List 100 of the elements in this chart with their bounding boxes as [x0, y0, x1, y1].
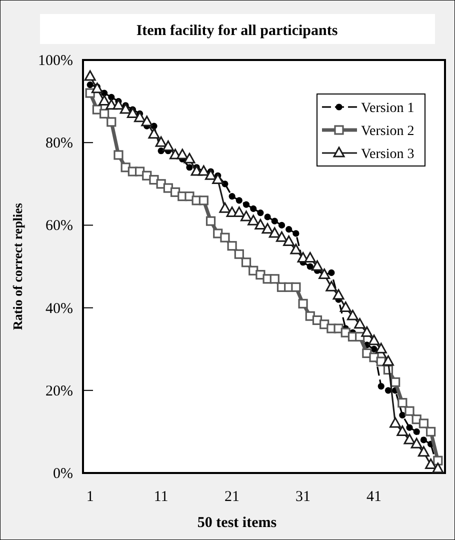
point: [106, 117, 116, 127]
point: [399, 412, 406, 418]
point: [311, 260, 323, 271]
point: [361, 326, 373, 337]
point: [99, 108, 110, 118]
point: [114, 150, 124, 160]
point: [292, 230, 300, 237]
x-axis-title: 50 test items: [197, 515, 277, 531]
point: [233, 206, 245, 218]
point: [390, 417, 402, 428]
point: [420, 436, 428, 444]
point: [375, 342, 387, 354]
point: [328, 269, 335, 276]
y-tick-label: 20%: [46, 383, 73, 400]
point: [228, 192, 236, 200]
point: [186, 164, 193, 171]
point: [340, 302, 352, 312]
point: [262, 223, 274, 234]
point: [86, 81, 94, 88]
x-tick-label: 11: [154, 489, 168, 505]
point: [134, 112, 146, 122]
point: [141, 116, 153, 126]
point: [241, 258, 252, 268]
point: [227, 241, 237, 251]
point: [291, 282, 301, 292]
y-tick-label: 60%: [46, 218, 73, 234]
point: [426, 426, 436, 436]
x-tick-label: 21: [224, 489, 240, 505]
point: [155, 136, 167, 147]
y-tick-label: 0%: [53, 466, 73, 482]
point: [278, 222, 286, 228]
point: [248, 214, 260, 226]
point: [410, 438, 422, 448]
point: [418, 446, 430, 457]
point: [206, 216, 216, 226]
point: [404, 406, 414, 416]
chart-title: Item facility for all participants: [136, 23, 338, 39]
x-tick-label: 31: [296, 489, 311, 505]
point: [368, 334, 380, 346]
point: [346, 310, 358, 320]
point: [98, 95, 110, 106]
point: [413, 428, 420, 435]
y-tick-label: 80%: [46, 136, 73, 152]
legend-label: Version 3: [361, 147, 414, 162]
y-tick-label: 100%: [38, 53, 73, 69]
point: [234, 249, 244, 259]
point: [120, 103, 132, 114]
point: [148, 128, 160, 139]
point: [425, 458, 437, 469]
point: [212, 174, 224, 184]
legend-label: Version 1: [361, 101, 414, 116]
point: [398, 398, 408, 408]
point: [354, 318, 366, 329]
point: [257, 210, 264, 216]
point: [378, 382, 384, 390]
point: [290, 244, 302, 254]
point: [198, 196, 208, 206]
x-tick-label: 1: [86, 489, 94, 505]
point: [283, 235, 295, 246]
x-tick-label: 41: [366, 489, 382, 505]
point: [384, 387, 392, 394]
point: [236, 197, 242, 204]
point: [382, 355, 394, 366]
point: [306, 263, 314, 270]
point: [406, 424, 413, 431]
point: [242, 201, 250, 208]
point: [254, 218, 266, 230]
point: [108, 94, 115, 100]
point: [326, 280, 338, 292]
point: [276, 231, 288, 242]
point: [91, 82, 103, 94]
y-tick-label: 40%: [46, 300, 73, 317]
point: [219, 202, 231, 213]
point: [184, 152, 196, 164]
point: [84, 70, 96, 81]
point: [162, 140, 174, 151]
point: [390, 377, 400, 387]
point: [176, 148, 188, 160]
y-axis-title: Ratio of correct replies: [10, 203, 25, 330]
point: [404, 434, 416, 444]
point: [250, 205, 257, 212]
point: [220, 232, 230, 242]
point: [432, 462, 444, 474]
point: [396, 425, 408, 436]
point: [318, 268, 330, 280]
point: [298, 298, 308, 308]
point: [240, 210, 252, 222]
point: [418, 418, 429, 428]
legend-label: Version 2: [361, 124, 414, 139]
point: [332, 289, 344, 300]
point: [304, 252, 316, 262]
point: [271, 218, 278, 224]
point: [112, 99, 124, 110]
point: [264, 214, 271, 220]
point: [370, 346, 378, 352]
point: [270, 274, 280, 284]
point: [205, 169, 217, 180]
point: [268, 227, 280, 238]
point: [126, 107, 138, 118]
point: [198, 165, 210, 176]
